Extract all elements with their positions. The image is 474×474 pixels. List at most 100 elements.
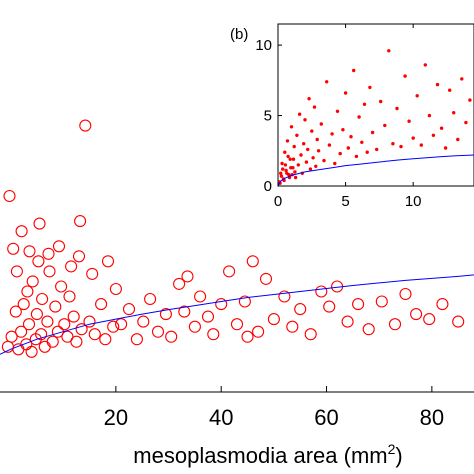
main-point <box>130 333 143 346</box>
main-point <box>63 290 76 303</box>
main-point <box>165 330 178 343</box>
inset-point <box>357 115 361 119</box>
main-point <box>362 323 375 336</box>
inset-point <box>289 125 294 129</box>
inset-point <box>303 118 307 122</box>
main-point <box>38 340 51 353</box>
main-point <box>58 318 71 331</box>
inset-point <box>283 163 288 167</box>
inset-point <box>292 144 296 149</box>
inset-point <box>468 98 472 102</box>
inset-point <box>333 161 337 166</box>
inset-y-tick-label: 5 <box>264 108 272 125</box>
main-point <box>86 267 99 280</box>
inset-point <box>319 122 323 126</box>
inset-point <box>330 132 334 136</box>
main-point <box>188 320 201 333</box>
main-point <box>267 313 280 326</box>
inset-point <box>375 147 379 152</box>
main-point <box>101 255 115 268</box>
main-point <box>137 315 150 328</box>
inset-point <box>279 171 283 175</box>
inset-point <box>327 143 332 147</box>
main-point <box>7 242 20 255</box>
main-x-tick-label: 20 <box>104 405 128 430</box>
main-point <box>22 318 36 331</box>
main-point <box>5 330 18 343</box>
main-point <box>83 315 96 328</box>
main-point <box>159 308 172 321</box>
main-point <box>49 300 62 313</box>
main-point <box>36 292 49 306</box>
main-point <box>72 250 86 263</box>
inset-point <box>279 174 284 178</box>
inset-point <box>456 137 460 142</box>
inset-point <box>423 63 427 67</box>
main-plot: 20 40 60 80 mesoplasmodia area (mm2) <box>0 119 474 468</box>
inset-point <box>302 142 306 146</box>
inset-point <box>281 167 285 171</box>
main-point <box>194 290 207 303</box>
main-point <box>52 240 66 253</box>
inset-panel-label: (b) <box>230 26 248 43</box>
main-point <box>151 325 165 338</box>
main-point <box>304 328 317 341</box>
main-point <box>3 189 16 203</box>
main-point <box>79 119 92 132</box>
main-point <box>352 298 365 311</box>
inset-point <box>407 119 411 123</box>
inset-y-tick-label: 0 <box>264 178 272 195</box>
inset-point <box>304 160 309 164</box>
inset-point <box>314 164 318 168</box>
main-point <box>241 330 254 343</box>
inset-background <box>226 14 474 224</box>
inset-point <box>411 136 415 140</box>
inset-point <box>297 112 302 116</box>
inset-point <box>316 149 321 153</box>
inset-point <box>285 171 289 175</box>
x-axis-label: mesoplasmodia area (mm2) <box>133 441 402 468</box>
inset-point <box>391 142 395 146</box>
main-point <box>55 280 68 293</box>
inset-point <box>308 167 313 171</box>
main-point <box>452 315 465 328</box>
main-point <box>341 315 354 328</box>
main-point <box>294 303 307 316</box>
inset-point <box>293 175 298 180</box>
inset-point <box>354 154 359 159</box>
inset-point <box>284 168 288 173</box>
inset-point <box>291 157 296 161</box>
main-point <box>286 320 299 333</box>
main-point <box>46 335 59 348</box>
inset-point <box>325 80 329 84</box>
inset-point <box>439 126 444 130</box>
inset-point <box>395 106 399 111</box>
main-point <box>252 325 265 338</box>
inset-point <box>452 111 456 115</box>
inset-point <box>403 74 407 78</box>
main-point <box>315 285 328 298</box>
inset-point <box>427 113 432 118</box>
main-fit-curve <box>0 274 474 355</box>
inset-point <box>341 128 345 132</box>
inset-point <box>352 68 356 73</box>
inset-x-tick-label: 0 <box>274 193 282 210</box>
main-point <box>33 217 46 230</box>
inset-point <box>460 77 464 81</box>
inset-x-tick-label: 10 <box>405 193 422 210</box>
inset-point <box>346 146 350 150</box>
inset-point <box>280 161 284 166</box>
main-point <box>181 270 194 283</box>
inset-ticks: 0 5 10 0 5 10 <box>255 24 422 210</box>
inset-data-layer <box>277 49 474 187</box>
inset-point <box>335 109 340 114</box>
main-point <box>107 320 120 333</box>
main-point <box>259 272 273 285</box>
main-point <box>238 295 251 308</box>
main-point <box>23 245 36 258</box>
inset-point <box>286 154 290 159</box>
main-point <box>65 260 78 273</box>
main-point <box>436 298 449 311</box>
inset-point <box>387 49 391 53</box>
main-point <box>42 247 55 260</box>
